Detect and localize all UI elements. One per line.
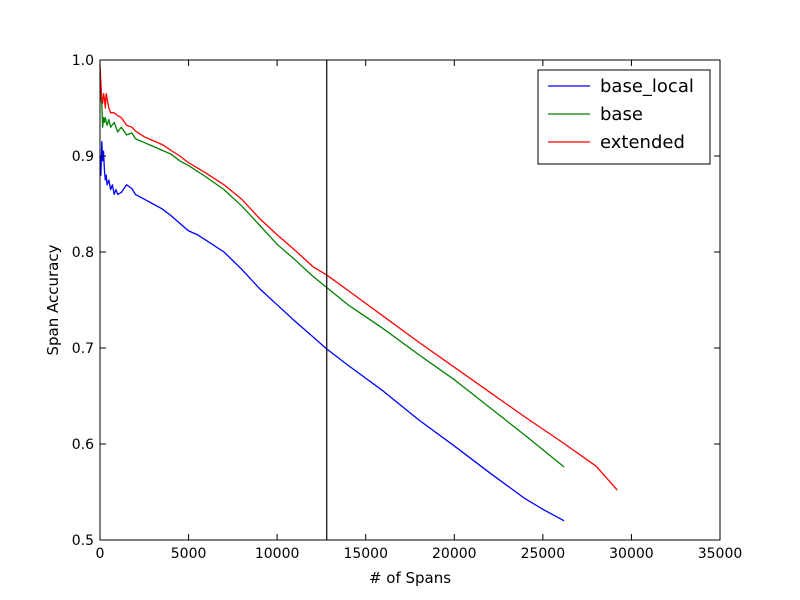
legend-label-extended: extended xyxy=(600,132,685,153)
x-tick-label: 25000 xyxy=(521,546,566,562)
legend-label-base: base xyxy=(600,104,643,125)
y-tick-label: 0.8 xyxy=(72,245,94,261)
x-tick-label: 15000 xyxy=(343,546,388,562)
y-tick-label: 0.9 xyxy=(72,149,94,165)
x-axis-label: # of Spans xyxy=(369,569,451,587)
x-tick-label: 30000 xyxy=(609,546,654,562)
plot-frame xyxy=(99,59,721,541)
y-tick-label: 0.5 xyxy=(72,533,94,549)
y-tick-label: 0.6 xyxy=(72,437,94,453)
y-tick-label: 1.0 xyxy=(72,53,94,69)
y-tick-label: 0.7 xyxy=(72,341,94,357)
series-layer xyxy=(99,64,618,522)
series-line-base xyxy=(99,74,565,468)
legend-label-base_local: base_local xyxy=(600,76,694,97)
ticks-layer: 0 5000 10000 15000 20000 25000 30000 35000 0.5 0.… xyxy=(72,53,743,562)
x-tick-label: 5000 xyxy=(171,546,207,562)
series-line-extended xyxy=(99,64,618,491)
x-tick-label: 35000 xyxy=(698,546,743,562)
series-line-base_local xyxy=(99,140,565,522)
y-axis-label: Span Accuracy xyxy=(44,244,62,355)
x-tick-label: 0 xyxy=(96,546,105,562)
x-tick-label: 10000 xyxy=(255,546,300,562)
x-tick-label: 20000 xyxy=(432,546,477,562)
